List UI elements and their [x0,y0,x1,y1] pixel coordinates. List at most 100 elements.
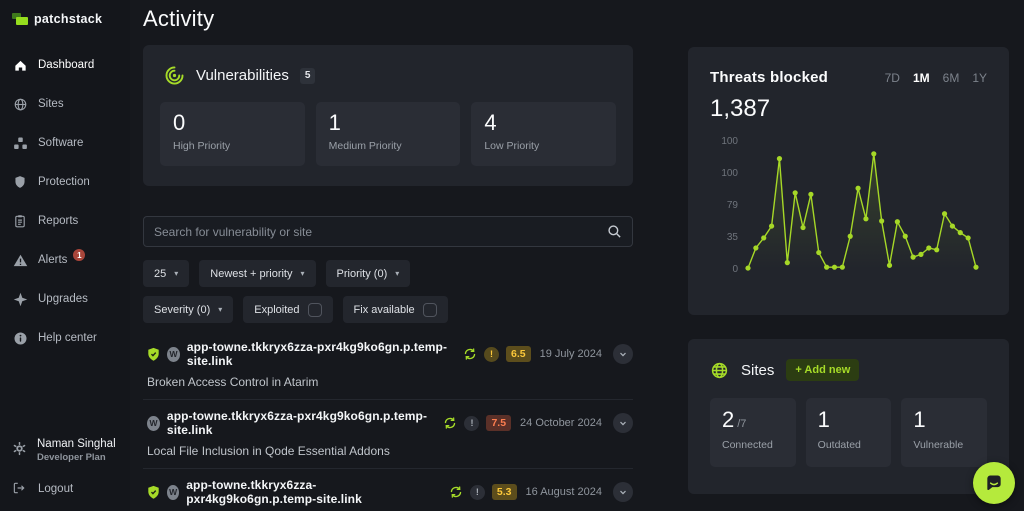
range-tab-7d[interactable]: 7D [884,70,900,85]
sidebar-nav: Dashboard Sites Software Protection Repo… [12,54,130,349]
vulnerability-date: 24 October 2024 [520,417,602,429]
sidebar-item-sites[interactable]: Sites [12,93,130,115]
page-size-dropdown[interactable]: 25 ▾ [143,260,190,287]
sidebar: patchstack Dashboard Sites Software Prot… [0,0,130,511]
expand-row-button[interactable] [613,413,633,433]
wordpress-icon: W [167,346,180,362]
site-domain: app-towne.tkkryx6zza-pxr4kg9ko6gn.p.temp… [186,478,362,506]
site-value: 1 [913,407,926,432]
chat-widget-button[interactable] [973,462,1015,504]
site-card-connected: 2 /7 Connected [710,398,796,467]
sidebar-item-software[interactable]: Software [12,132,130,154]
priority-dropdown[interactable]: Priority (0) ▾ [325,260,411,287]
stat-card-medium-priority: 1 Medium Priority [315,102,461,166]
chevron-down-icon: ▾ [300,269,305,278]
vulnerability-row[interactable]: W app-towne.tkkryx6zza-pxr4kg9ko6gn.p.te… [143,331,633,400]
wordpress-icon: W [167,484,180,500]
sidebar-item-reports[interactable]: Reports [12,210,130,232]
severity-value: Severity (0) [154,303,211,316]
page-title: Activity [143,6,215,31]
severity-score-badge: 6.5 [506,345,531,363]
chevron-down-icon: ▾ [218,305,223,314]
page-size-value: 25 [154,267,167,280]
expand-row-button[interactable] [613,344,633,364]
alert-triangle-icon [12,252,28,268]
stat-value: 0 [173,110,186,135]
site-label: Outdated [817,439,861,452]
sidebar-item-alerts[interactable]: Alerts 1 [12,249,130,271]
sidebar-item-dashboard[interactable]: Dashboard [12,54,130,76]
globe-icon [710,361,729,380]
threats-blocked-panel: Threats blocked 7D 1M 6M 1Y 1,387 100 100… [688,47,1009,315]
logout-button[interactable]: Logout [12,481,130,497]
logo-text: patchstack [34,12,103,26]
sidebar-item-label: Sites [38,98,64,110]
severity-score-badge: 7.5 [486,414,512,432]
exploited-checkbox[interactable] [307,302,322,317]
stat-card-low-priority: 4 Low Priority [471,102,617,166]
sidebar-item-label: Software [38,137,84,149]
filter-row-2: Severity (0) ▾ Exploited Fix available [143,296,633,323]
vulnerability-date: 19 July 2024 [539,348,602,360]
stat-label: Medium Priority [328,140,402,153]
warning-icon: ! [469,484,485,500]
sidebar-item-label: Dashboard [38,59,95,71]
svg-text:100: 100 [721,136,738,147]
range-tab-1y[interactable]: 1Y [972,70,987,85]
site-domain: app-towne.tkkryx6zza-pxr4kg9ko6gn.p.temp… [186,340,448,368]
fix-available-checkbox[interactable] [422,302,437,317]
sidebar-item-help-center[interactable]: Help center [12,327,130,349]
patchstack-logo[interactable]: patchstack [12,12,130,26]
vulnerabilities-target-icon [164,65,185,86]
warning-icon: ! [464,415,480,431]
filter-row-1: 25 ▾ Newest + priority ▾ Priority (0) ▾ [143,260,633,287]
svg-text:79: 79 [727,200,739,211]
sidebar-item-label: Upgrades [38,293,88,305]
warning-icon: ! [484,346,499,362]
protected-shield-icon [147,347,160,362]
severity-score-badge: 5.3 [491,483,517,501]
site-value: 1 [817,407,830,432]
threats-chart: 100 100 79 35 0 [721,136,979,275]
sidebar-item-upgrades[interactable]: Upgrades [12,288,130,310]
search-input[interactable] [154,224,607,239]
vulnerability-title: Broken Access Control in Atarim [147,375,319,389]
wordpress-icon: W [147,415,160,431]
shield-icon [12,174,28,190]
user-account[interactable]: Naman Singhal Developer Plan [12,438,130,463]
exploited-filter: Exploited [243,296,333,323]
range-tabs: 7D 1M 6M 1Y [885,71,987,85]
sync-icon[interactable] [463,347,477,361]
site-label: Connected [722,439,773,452]
main-content: Activity Vulnerabilities 5 0 High Priori… [143,0,633,511]
vulnerabilities-count-badge: 5 [299,67,316,84]
sites-title: Sites [741,361,775,379]
site-value-suffix: /7 [737,418,747,430]
user-plan: Developer Plan [37,452,106,463]
gear-icon [12,441,27,461]
sort-dropdown[interactable]: Newest + priority ▾ [199,260,316,287]
expand-row-button[interactable] [613,482,633,502]
alerts-count-badge: 1 [73,249,86,261]
severity-dropdown[interactable]: Severity (0) ▾ [143,296,234,323]
range-tab-6m[interactable]: 6M [942,70,960,85]
range-tab-1m[interactable]: 1M [912,70,930,85]
sync-icon[interactable] [449,485,463,499]
patchstack-logo-icon [12,13,28,25]
threats-blocked-title: Threats blocked [710,69,829,86]
search-icon[interactable] [607,224,622,239]
sidebar-item-label: Alerts [38,254,68,266]
vulnerability-title: Local File Inclusion in Qode Essential A… [147,444,390,458]
sidebar-item-label: Protection [38,176,90,188]
sync-icon[interactable] [443,416,457,430]
add-new-site-button[interactable]: + Add new [786,359,860,381]
logout-icon [12,481,28,497]
vulnerability-row[interactable]: W app-towne.tkkryx6zza-pxr4kg9ko6gn.p.te… [143,400,633,469]
vulnerability-list: W app-towne.tkkryx6zza-pxr4kg9ko6gn.p.te… [143,331,633,511]
sidebar-item-protection[interactable]: Protection [12,171,130,193]
protected-shield-icon [147,485,160,500]
sidebar-bottom: Naman Singhal Developer Plan Logout [12,438,130,511]
right-column: Threats blocked 7D 1M 6M 1Y 1,387 100 100… [688,47,1009,494]
vulnerability-row[interactable]: W app-towne.tkkryx6zza-pxr4kg9ko6gn.p.te… [143,469,633,511]
chevron-down-icon: ▾ [174,269,179,278]
